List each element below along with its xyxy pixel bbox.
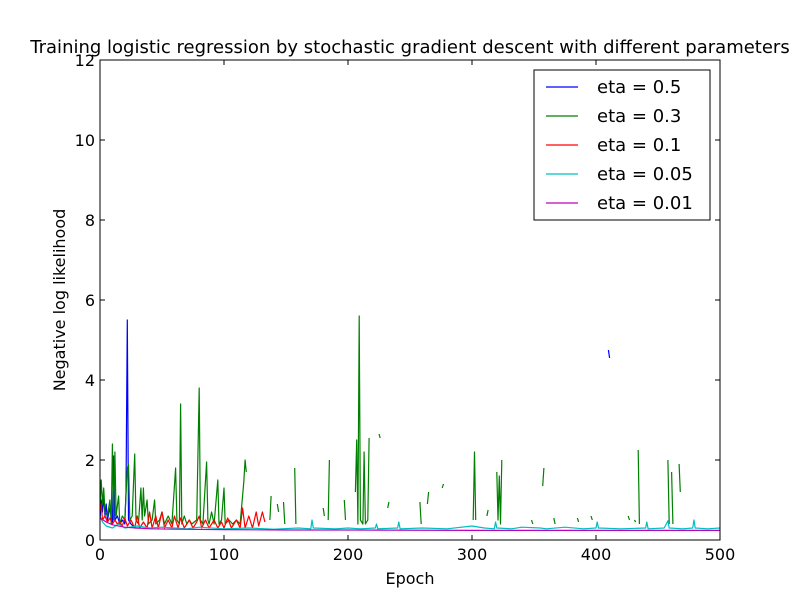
series-line-segment [486,509,489,517]
series-line-segment [530,519,534,525]
series-line-segment [354,315,370,525]
legend-label: eta = 0.3 [597,106,681,127]
series-line-segment [387,501,390,509]
series-line-segment [590,515,593,521]
y-tick-label: 8 [85,211,95,230]
series-5 [100,517,720,532]
axis-ticks: 0 100 200 300 400 500 0 2 4 6 8 10 12 [75,51,736,564]
x-tick-label: 300 [457,545,488,564]
series-line-segment [282,501,286,525]
series-line-segment [637,449,640,525]
series-line-segment [678,463,681,493]
x-tick-label: 200 [333,545,364,564]
y-tick-label: 4 [85,371,95,390]
legend-label: eta = 0.5 [597,77,681,98]
series-line-segment [576,517,580,523]
legend: eta = 0.5 eta = 0.3 eta = 0.1 eta = 0.05 eta… [533,69,711,221]
series-layer [100,315,720,532]
series-line-segment [419,501,422,525]
series-line-segment [276,503,280,513]
series-line-segment [542,467,545,487]
series-line-segment [327,459,330,521]
series-line-segment [100,319,140,529]
series-line-segment [100,515,720,530]
series-line-segment [671,471,674,525]
legend-label: eta = 0.1 [597,135,681,156]
y-axis-label: Negative log likelihood [50,209,69,392]
y-tick-label: 0 [85,531,95,550]
series-line-segment [343,499,347,521]
series-line-segment [100,387,247,525]
y-tick-label: 2 [85,451,95,470]
x-axis-label: Epoch [386,569,435,588]
x-tick-label: 100 [209,545,240,564]
series-line-segment [441,483,445,489]
y-tick-label: 6 [85,291,95,310]
series-line-segment [100,503,266,529]
series-line-segment [633,519,637,523]
series-line-segment [607,349,611,359]
x-tick-label: 0 [95,545,105,564]
legend-label: eta = 0.01 [597,193,693,214]
chart-title: Training logistic regression by stochast… [29,37,789,58]
series-line-segment [426,491,430,505]
series-line-segment [667,459,670,525]
series-3 [100,503,266,529]
series-line-segment [100,517,720,532]
x-tick-label: 500 [705,545,736,564]
y-tick-label: 12 [75,51,95,70]
y-tick-label: 10 [75,131,95,150]
series-line-segment [322,507,325,517]
legend-label: eta = 0.05 [597,164,693,185]
series-line-segment [496,459,503,525]
x-tick-label: 400 [581,545,612,564]
series-line-segment [269,495,272,521]
series-2 [100,315,681,525]
series-line-segment [294,467,297,525]
series-line-segment [553,517,556,525]
series-line-segment [378,433,381,439]
series-4 [100,515,720,530]
series-line-segment [627,515,631,521]
series-line-segment [472,451,477,521]
